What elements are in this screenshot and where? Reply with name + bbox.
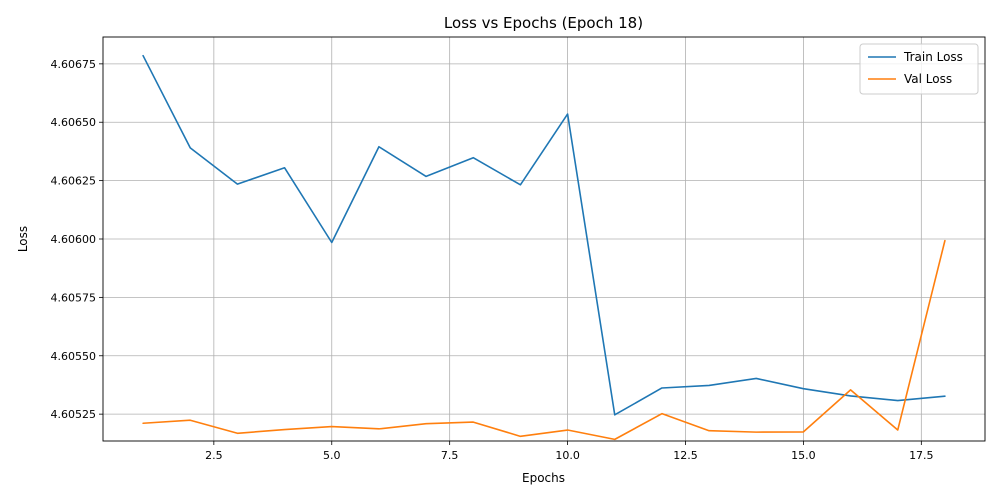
y-axis-label: Loss xyxy=(16,226,30,252)
x-axis-label: Epochs xyxy=(522,471,565,485)
series-line-val-loss xyxy=(142,239,946,441)
y-tick-label: 4.60675 xyxy=(51,58,97,71)
y-tick-label: 4.60625 xyxy=(51,175,97,188)
y-tick-label: 4.60600 xyxy=(51,233,97,246)
x-tick-label: 10.0 xyxy=(555,449,580,462)
x-tick-label: 17.5 xyxy=(909,449,934,462)
x-tick-label: 5.0 xyxy=(323,449,341,462)
x-axis-ticks: 2.5 5.0 7.5 10.0 12.5 15.0 17.5 xyxy=(205,441,934,462)
chart-title: Loss vs Epochs (Epoch 18) xyxy=(444,14,643,32)
series-line-train-loss xyxy=(142,54,946,416)
x-tick-label: 12.5 xyxy=(673,449,698,462)
legend: Train Loss Val Loss xyxy=(859,43,979,95)
series-lines xyxy=(142,54,946,441)
x-tick-label: 15.0 xyxy=(791,449,816,462)
y-tick-label: 4.60650 xyxy=(51,116,97,129)
legend-label: Train Loss xyxy=(903,50,963,64)
x-tick-label: 7.5 xyxy=(441,449,459,462)
x-tick-label: 2.5 xyxy=(205,449,223,462)
y-tick-label: 4.60525 xyxy=(51,408,97,421)
y-tick-label: 4.60575 xyxy=(51,291,97,304)
grid xyxy=(103,37,985,441)
legend-label: Val Loss xyxy=(904,72,952,86)
y-tick-label: 4.60550 xyxy=(51,350,97,363)
y-axis-ticks: 4.60525 4.60550 4.60575 4.60600 4.60625 4.606… xyxy=(51,58,103,421)
